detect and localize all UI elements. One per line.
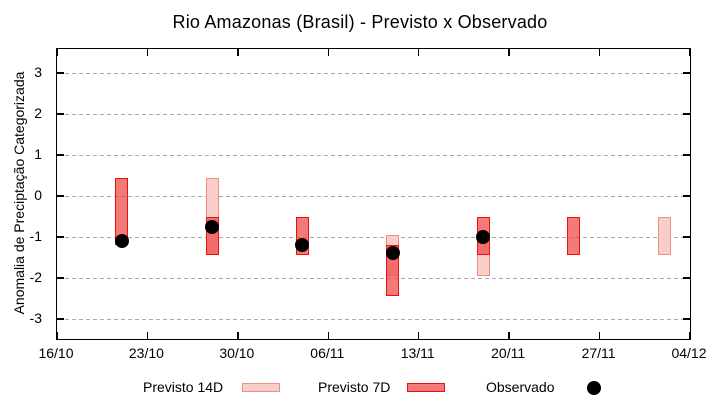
y-tick-left — [57, 154, 64, 156]
forecast-bar-7d — [567, 216, 581, 256]
observed-point — [476, 230, 491, 244]
x-tick-bottom — [689, 332, 691, 339]
y-tick-right — [683, 154, 690, 156]
y-tick-left — [57, 195, 64, 197]
x-tick-bottom — [146, 332, 149, 339]
x-tick-top — [237, 49, 239, 56]
y-tick-right — [683, 195, 690, 197]
gridline — [58, 277, 689, 279]
observed-point — [205, 219, 220, 234]
x-tick-bottom — [508, 332, 510, 339]
gridline — [58, 318, 689, 320]
y-tick-label: -2 — [29, 269, 42, 285]
y-tick-label: 0 — [34, 187, 42, 203]
x-tick-label: 23/10 — [128, 345, 164, 361]
y-tick-label: 1 — [34, 146, 42, 162]
forecast-bar-14d — [657, 216, 671, 256]
x-tick-top — [56, 49, 58, 56]
x-tick-label: 16/10 — [38, 345, 74, 361]
legend-observed-dot-icon — [587, 381, 601, 395]
y-tick-right — [683, 318, 690, 320]
observed-point — [114, 234, 129, 249]
gridline — [58, 154, 689, 156]
gridline — [58, 236, 689, 238]
y-tick-label: 2 — [34, 105, 42, 121]
x-tick-label: 30/10 — [219, 345, 255, 361]
x-tick-bottom — [237, 332, 239, 339]
y-tick-right — [683, 113, 690, 115]
observed-point — [295, 238, 310, 253]
y-tick-left — [57, 113, 64, 115]
x-tick-bottom — [598, 332, 601, 339]
x-tick-top — [417, 49, 420, 56]
chart-title: Rio Amazonas (Brasil) - Previsto x Obser… — [172, 12, 548, 32]
legend-label-previsto-14d: Previsto 14D — [143, 379, 224, 395]
y-tick-left — [57, 318, 64, 320]
x-tick-bottom — [417, 332, 420, 339]
legend-label-previsto-7d: Previsto 7D — [318, 379, 391, 395]
y-tick-left — [57, 72, 64, 74]
x-tick-top — [146, 49, 149, 56]
y-tick-left — [57, 277, 64, 279]
x-tick-label: 20/11 — [491, 345, 526, 361]
y-tick-right — [683, 72, 690, 74]
x-tick-top — [689, 49, 691, 56]
x-tick-label: 06/11 — [310, 345, 345, 361]
y-tick-label: -1 — [29, 228, 42, 244]
y-tick-left — [57, 236, 64, 238]
x-tick-label: 04/12 — [671, 345, 707, 361]
gridline — [58, 195, 689, 197]
x-tick-bottom — [56, 332, 58, 339]
y-tick-right — [683, 277, 690, 279]
x-tick-bottom — [327, 332, 330, 339]
gridline — [58, 72, 689, 74]
gridline — [58, 113, 689, 115]
x-tick-top — [508, 49, 510, 56]
x-tick-label: 27/11 — [581, 345, 616, 361]
y-tick-label: 3 — [34, 64, 42, 80]
x-tick-top — [598, 49, 601, 56]
x-tick-label: 13/11 — [400, 345, 435, 361]
legend-swatch-previsto-7d — [407, 383, 445, 392]
y-tick-right — [683, 236, 690, 238]
legend: Previsto 14D Previsto 7D Observado — [0, 378, 720, 400]
y-tick-label: -3 — [29, 310, 42, 326]
legend-label-observado: Observado — [486, 379, 555, 395]
x-tick-top — [327, 49, 330, 56]
plot-area — [56, 48, 691, 340]
legend-swatch-previsto-14d — [242, 383, 280, 392]
observed-point — [385, 246, 400, 261]
